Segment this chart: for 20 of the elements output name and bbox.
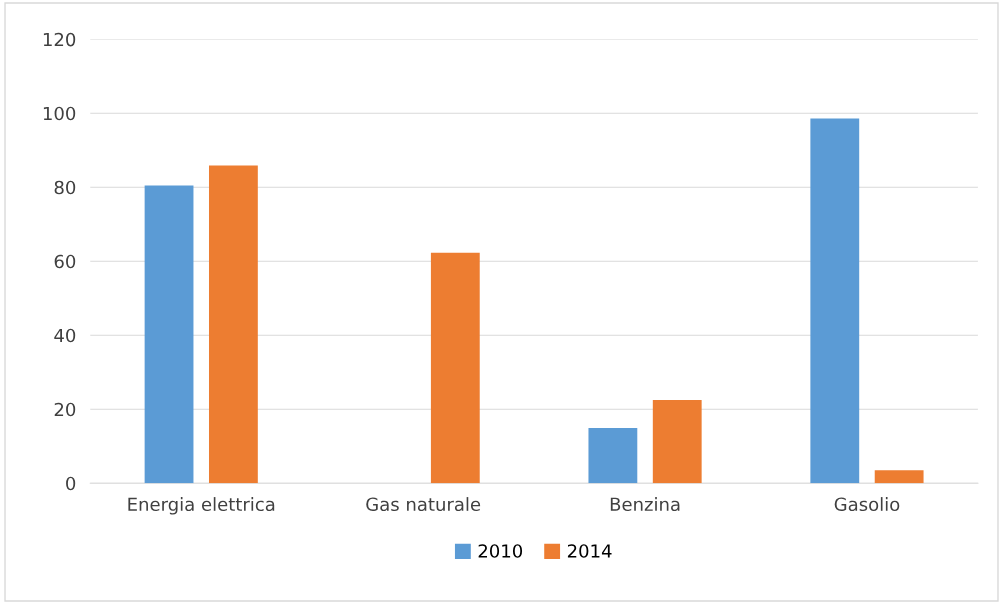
bar xyxy=(652,399,702,484)
y-tick-label: 0 xyxy=(66,476,76,491)
x-tick-label: Gas naturale xyxy=(366,497,481,512)
bar xyxy=(430,252,480,484)
bar xyxy=(144,185,194,484)
y-tick-label: 20 xyxy=(54,402,76,417)
y-tick-label: 60 xyxy=(54,254,76,269)
bar xyxy=(588,428,638,484)
bar xyxy=(874,470,924,484)
x-tick-label: Energia elettrica xyxy=(128,497,275,515)
bar xyxy=(810,118,860,484)
legend-label: 2014 xyxy=(567,544,612,558)
legend-label: 2010 xyxy=(478,544,523,558)
x-tick-label: Benzina xyxy=(610,497,680,512)
bar xyxy=(208,165,258,484)
y-tick-label: 80 xyxy=(54,180,76,195)
x-tick-label: Gasolio xyxy=(834,497,900,512)
y-tick-label: 40 xyxy=(54,328,76,343)
y-tick-label: 100 xyxy=(43,106,76,121)
y-tick-label: 120 xyxy=(43,32,76,47)
